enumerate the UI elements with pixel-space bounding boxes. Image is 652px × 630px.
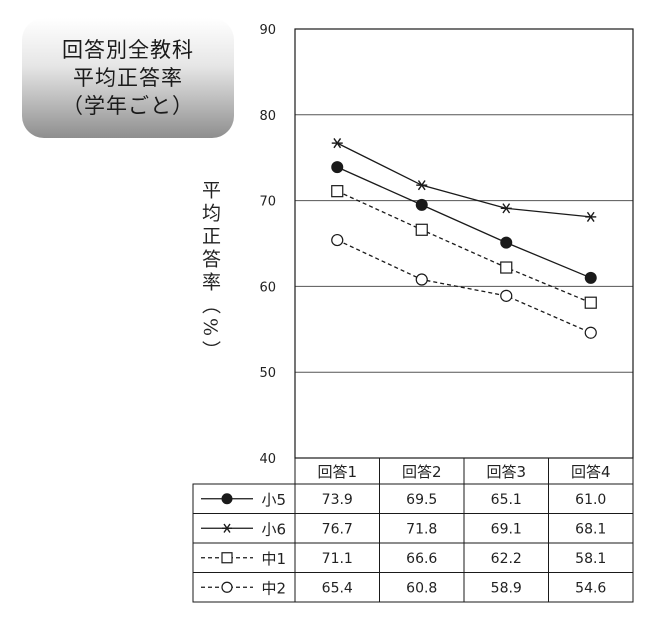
point-marker bbox=[416, 180, 428, 191]
title-line-1: 回答別全教科 bbox=[62, 38, 194, 62]
table-value-cell: 68.1 bbox=[575, 521, 606, 537]
table-value-cell: 66.6 bbox=[406, 551, 437, 567]
y-tick-label: 80 bbox=[259, 109, 276, 124]
point-marker bbox=[415, 273, 428, 286]
point-marker bbox=[584, 271, 597, 284]
legend-label: 中2 bbox=[261, 579, 286, 597]
y-tick-label: 50 bbox=[259, 366, 276, 381]
point-marker bbox=[221, 493, 233, 505]
point-marker bbox=[331, 233, 344, 247]
table-value-cell: 61.0 bbox=[575, 492, 606, 508]
series-line-3 bbox=[336, 239, 592, 334]
point-marker bbox=[500, 289, 513, 302]
table-value-cell: 73.9 bbox=[322, 492, 353, 508]
marker-stroke bbox=[333, 138, 342, 149]
point-marker bbox=[500, 203, 512, 214]
y-tick-label: 70 bbox=[259, 195, 276, 210]
table-value-cell: 54.6 bbox=[575, 580, 606, 596]
point-marker bbox=[221, 581, 233, 593]
title-line-2: 平均正答率 bbox=[73, 66, 183, 90]
point-marker bbox=[415, 198, 428, 211]
legend-label: 中1 bbox=[261, 550, 286, 568]
series-line-0 bbox=[336, 166, 591, 279]
x-category-label: 回答3 bbox=[486, 463, 526, 481]
y-tick-label: 40 bbox=[259, 452, 276, 467]
x-category-label: 回答1 bbox=[317, 463, 357, 481]
legend-label: 小6 bbox=[261, 520, 286, 538]
series-line-1 bbox=[336, 142, 591, 218]
marker-stroke bbox=[586, 211, 595, 222]
marker-stroke bbox=[417, 180, 426, 191]
point-marker bbox=[222, 523, 232, 533]
table-value-cell: 76.7 bbox=[322, 521, 353, 537]
x-category-label: 回答2 bbox=[402, 463, 442, 481]
point-marker bbox=[331, 185, 344, 198]
point-marker bbox=[584, 296, 597, 309]
y-axis-label: 平均正答率（%） bbox=[199, 180, 221, 364]
table-value-cell: 71.8 bbox=[406, 521, 437, 537]
x-category-label: 回答4 bbox=[571, 463, 611, 481]
point-marker bbox=[331, 138, 343, 149]
point-marker bbox=[221, 552, 233, 564]
point-marker bbox=[500, 261, 513, 274]
table-value-cell: 69.5 bbox=[406, 492, 437, 508]
title-line-3: （学年ごと） bbox=[62, 94, 194, 118]
table-value-cell: 60.8 bbox=[406, 580, 437, 596]
legend-label: 小5 bbox=[261, 491, 286, 509]
point-marker bbox=[585, 211, 597, 222]
table-value-cell: 58.9 bbox=[491, 580, 522, 596]
point-marker bbox=[584, 326, 597, 339]
y-tick-label: 90 bbox=[259, 23, 276, 38]
point-marker bbox=[500, 236, 513, 249]
point-marker bbox=[331, 161, 344, 174]
series-line-2 bbox=[336, 190, 591, 304]
point-marker bbox=[415, 223, 428, 236]
table-value-cell: 69.1 bbox=[491, 521, 522, 537]
chart-title-box: 回答別全教科 平均正答率 （学年ごと） bbox=[22, 18, 234, 138]
table-value-cell: 58.1 bbox=[575, 551, 606, 567]
table-value-cell: 65.4 bbox=[322, 580, 353, 596]
table-value-cell: 65.1 bbox=[491, 492, 522, 508]
marker-stroke bbox=[502, 203, 511, 214]
y-tick-label: 60 bbox=[259, 280, 276, 295]
table-value-cell: 71.1 bbox=[322, 551, 353, 567]
marker-stroke bbox=[223, 523, 231, 533]
table-value-cell: 62.2 bbox=[491, 551, 522, 567]
